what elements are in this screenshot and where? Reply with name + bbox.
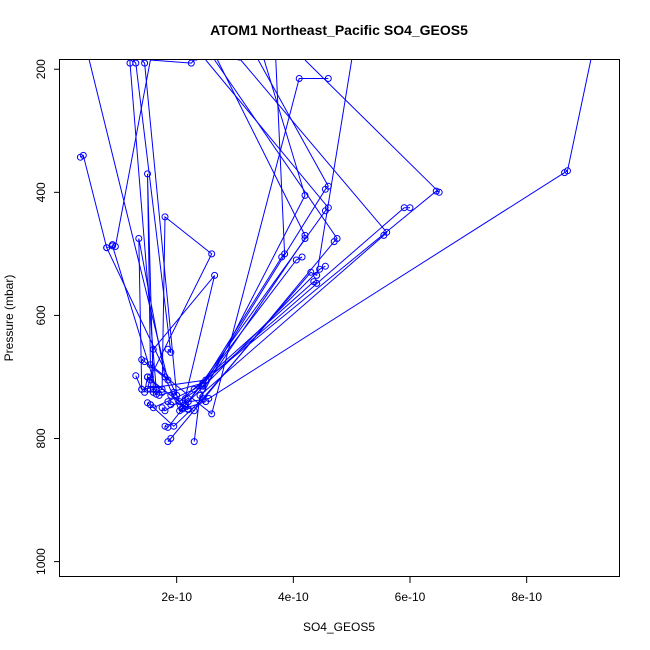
data-point	[564, 167, 571, 175]
data-point	[144, 170, 151, 178]
data-point	[301, 191, 309, 199]
data-point	[181, 403, 189, 410]
series-17	[164, 60, 592, 409]
data-point	[208, 250, 216, 258]
y-axis-title: Pressure (mbar)	[2, 275, 16, 362]
data-point	[211, 271, 219, 279]
data-point	[141, 388, 149, 396]
data-point	[298, 253, 306, 261]
data-point	[152, 387, 160, 394]
series-layer	[76, 60, 592, 446]
series-19	[88, 60, 172, 384]
data-point	[324, 204, 332, 212]
data-point	[292, 256, 300, 264]
data-point	[167, 348, 175, 356]
y-tick-label: 400	[34, 182, 48, 202]
data-point	[205, 395, 213, 402]
data-point	[295, 75, 303, 82]
x-tick-label: 2e-10	[161, 590, 192, 604]
y-tick-label: 1000	[34, 548, 48, 575]
data-point	[301, 231, 309, 239]
data-point	[313, 279, 321, 287]
y-tick-label: 200	[34, 59, 48, 79]
series-line	[202, 60, 306, 390]
series-line	[161, 60, 329, 412]
data-point	[190, 385, 198, 393]
data-point	[161, 213, 169, 221]
series-21	[132, 60, 175, 356]
data-point	[187, 60, 195, 67]
data-point	[383, 228, 391, 236]
data-point	[164, 376, 172, 384]
plot-area	[59, 59, 620, 577]
data-point	[333, 235, 341, 242]
series-line	[88, 60, 169, 382]
x-tick-label: 8e-10	[511, 590, 542, 604]
data-point	[79, 151, 87, 159]
data-point	[313, 271, 321, 279]
data-point	[435, 188, 443, 196]
data-point	[321, 262, 329, 270]
series-line	[141, 60, 178, 397]
series-18	[146, 60, 443, 412]
data-point	[324, 75, 332, 82]
series-22	[141, 60, 181, 399]
plot-frame	[59, 59, 620, 577]
data-point	[176, 398, 184, 406]
x-tick-label: 4e-10	[278, 590, 309, 604]
series-15	[158, 60, 332, 415]
series-line	[129, 60, 157, 393]
data-point	[132, 372, 140, 380]
series-10	[190, 60, 391, 446]
data-point	[161, 407, 169, 415]
x-tick-label: 6e-10	[395, 590, 426, 604]
data-point	[126, 60, 134, 67]
y-axis: 200 400 600 800 1000	[34, 59, 60, 575]
series-5	[144, 213, 216, 393]
data-point	[149, 404, 157, 412]
series-24	[109, 60, 198, 250]
data-point	[167, 435, 175, 442]
chart-title: ATOM1 Northeast_Pacific SO4_GEOS5	[210, 22, 468, 38]
data-point	[135, 235, 143, 242]
data-point	[324, 182, 332, 190]
data-point	[146, 361, 154, 369]
series-11	[164, 60, 341, 446]
series-23	[126, 60, 160, 396]
data-point	[111, 243, 119, 250]
data-point	[146, 376, 154, 384]
series-line	[167, 60, 592, 406]
x-axis-title: SO4_GEOS5	[303, 620, 375, 634]
series-line	[132, 60, 172, 354]
data-point	[208, 410, 216, 418]
data-point	[406, 204, 414, 212]
series-line	[193, 60, 388, 442]
y-tick-label: 600	[34, 305, 48, 325]
data-point	[141, 358, 149, 366]
data-point	[173, 391, 181, 399]
data-point	[167, 401, 175, 409]
data-point	[301, 235, 309, 242]
series-line	[147, 215, 213, 390]
y-tick-label: 800	[34, 428, 48, 448]
series-20	[144, 60, 309, 415]
data-point	[164, 423, 172, 431]
data-point	[141, 60, 149, 67]
data-point	[190, 407, 198, 415]
data-point	[316, 265, 324, 273]
x-axis: 2e-10 4e-10 6e-10 8e-10	[161, 577, 542, 604]
data-point	[190, 438, 198, 446]
data-point	[199, 379, 207, 387]
data-point	[196, 391, 204, 399]
data-point	[281, 250, 289, 258]
